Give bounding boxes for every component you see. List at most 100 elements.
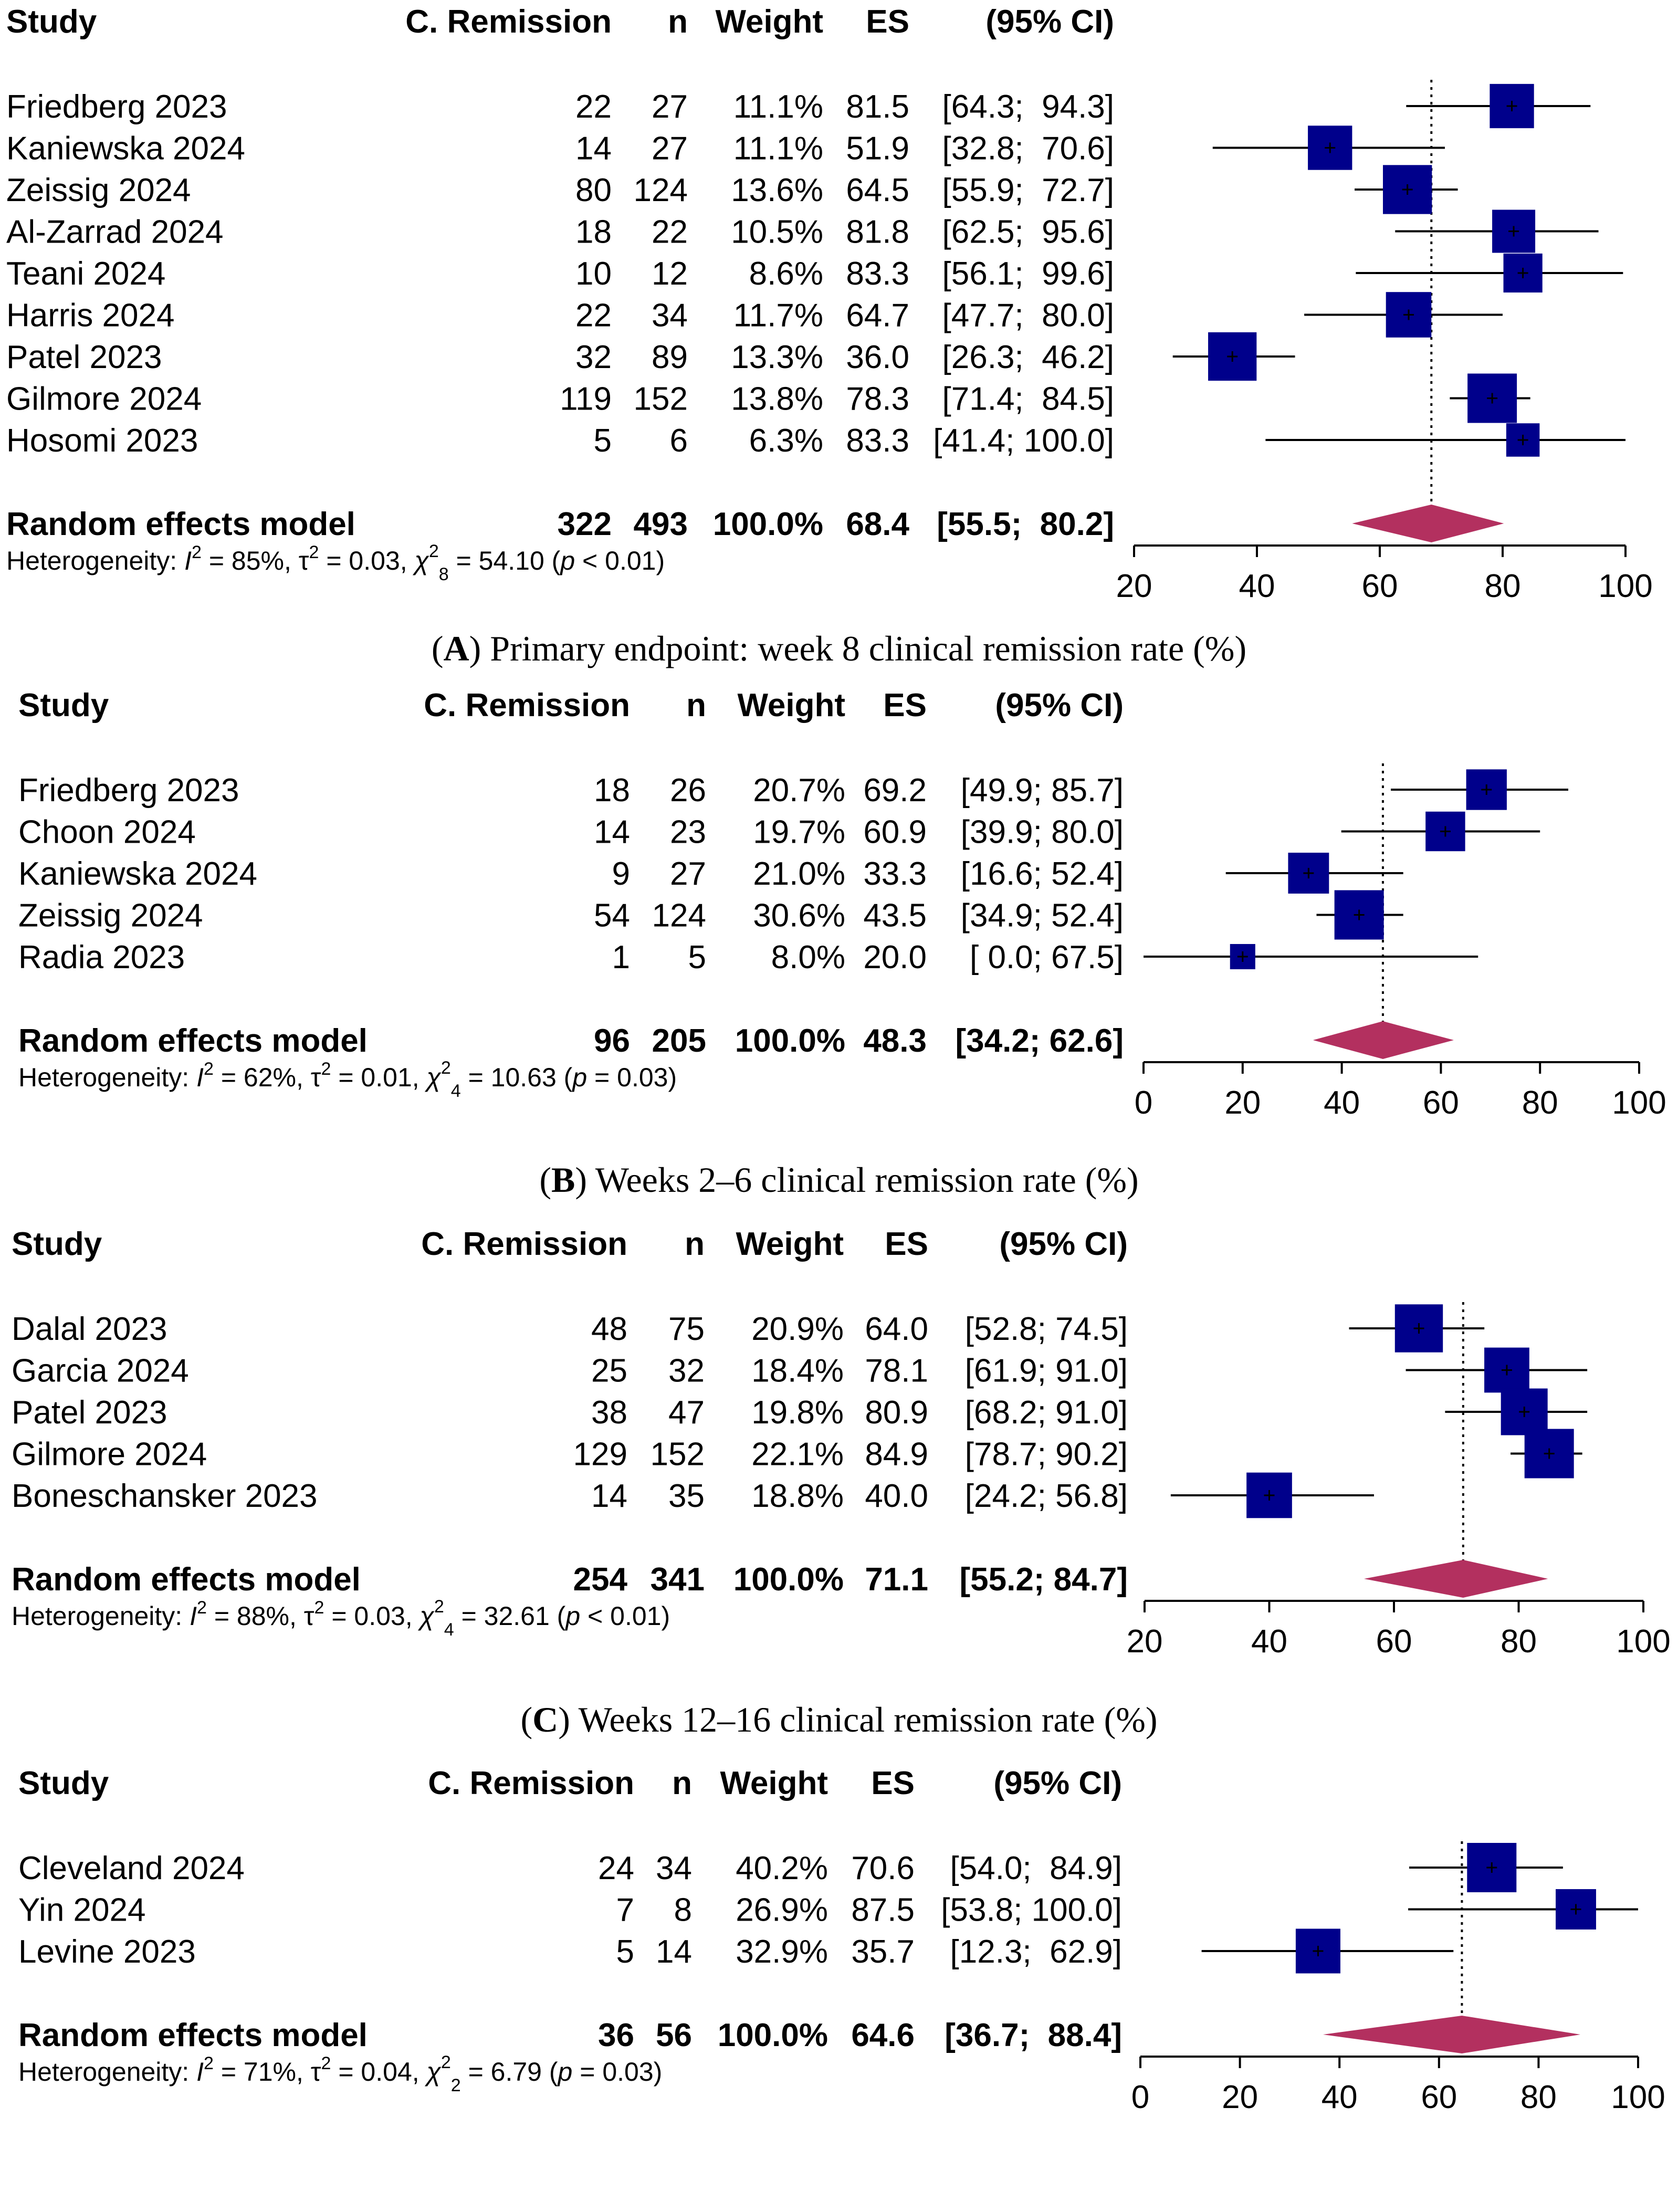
ci-value: [47.7; 80.0]: [942, 298, 1114, 334]
panel-caption: (B) Weeks 2–6 clinical remission rate (%…: [539, 1160, 1138, 1200]
ci-value: [52.8; 74.5]: [965, 1311, 1128, 1347]
study-name: Kaniewska 2024: [6, 131, 245, 167]
panel-caption: (C) Weeks 12–16 clinical remission rate …: [520, 1700, 1157, 1739]
ci-value: [71.4; 84.5]: [942, 381, 1114, 417]
events-value: 48: [591, 1311, 627, 1347]
weight-value: 13.8%: [731, 381, 823, 417]
study-name: Cleveland 2024: [18, 1850, 245, 1886]
ci-value: [56.1; 99.6]: [942, 256, 1114, 292]
n-value: 35: [668, 1478, 705, 1514]
header-n: n: [685, 1226, 705, 1262]
weight-value: 18.8%: [751, 1478, 844, 1514]
ci-value: [34.9; 52.4]: [961, 898, 1124, 934]
x-tick-label: 100: [1598, 568, 1652, 604]
weight-value: 10.5%: [731, 214, 823, 250]
heterogeneity-text: Heterogeneity: I2 = 62%, τ2 = 0.01, χ24 …: [18, 1058, 677, 1101]
header-study: Study: [18, 687, 109, 724]
n-value: 22: [652, 214, 688, 250]
es-value: 43.5: [863, 898, 927, 934]
forest-panel-a: Study C. Remission n Weight ES (95% CI) Friedb…: [6, 4, 1653, 668]
header-es: ES: [866, 4, 909, 40]
pooled-diamond: [1323, 2016, 1581, 2053]
x-tick-label: 20: [1222, 2079, 1258, 2115]
header-weight: Weight: [716, 4, 824, 40]
weight-value: 20.9%: [751, 1311, 844, 1347]
pooled-n: 56: [656, 2017, 692, 2053]
n-value: 23: [670, 814, 706, 851]
x-tick-label: 0: [1131, 2079, 1149, 2115]
events-value: 54: [594, 898, 630, 934]
es-value: 40.0: [865, 1478, 928, 1514]
weight-value: 30.6%: [753, 898, 845, 934]
study-name: Dalal 2023: [12, 1311, 167, 1347]
study-name: Patel 2023: [6, 339, 162, 375]
x-tick-label: 0: [1135, 1085, 1152, 1121]
es-value: 35.7: [851, 1934, 915, 1970]
pooled-events: 322: [558, 506, 612, 542]
pooled-name: Random effects model: [6, 506, 355, 542]
weight-value: 11.7%: [733, 298, 823, 334]
header-ci: (95% CI): [993, 1765, 1122, 1801]
es-value: 83.3: [846, 256, 909, 292]
study-name: Gilmore 2024: [6, 381, 202, 417]
x-tick-label: 20: [1127, 1623, 1163, 1660]
header-es: ES: [885, 1226, 928, 1262]
events-value: 1: [612, 939, 630, 976]
x-tick-label: 80: [1485, 568, 1521, 604]
weight-value: 6.3%: [749, 423, 823, 459]
study-name: Gilmore 2024: [12, 1437, 207, 1473]
pooled-ci: [34.2; 62.6]: [955, 1023, 1124, 1059]
weight-value: 13.3%: [731, 339, 823, 375]
study-name: Zeissig 2024: [6, 172, 191, 208]
ci-value: [53.8; 100.0]: [941, 1892, 1122, 1928]
forest-panel-b: Study C. Remission n Weight ES (95% CI) Friedb…: [18, 687, 1666, 1200]
es-value: 78.3: [846, 381, 909, 417]
ci-value: [64.3; 94.3]: [942, 89, 1114, 125]
weight-value: 32.9%: [736, 1934, 828, 1970]
events-value: 14: [594, 814, 630, 851]
study-name: Levine 2023: [18, 1934, 196, 1970]
header-events: C. Remission: [405, 4, 612, 40]
x-tick-label: 100: [1612, 1085, 1666, 1121]
pooled-diamond: [1313, 1021, 1454, 1059]
study-name: Friedberg 2023: [18, 772, 239, 809]
es-value: 51.9: [846, 131, 909, 167]
study-name: Zeissig 2024: [18, 898, 203, 934]
events-value: 80: [575, 172, 612, 208]
events-value: 38: [591, 1395, 627, 1431]
events-value: 14: [575, 131, 612, 167]
ci-value: [32.8; 70.6]: [942, 131, 1114, 167]
n-value: 34: [652, 298, 688, 334]
weight-value: 20.7%: [753, 772, 845, 809]
es-value: 80.9: [865, 1395, 928, 1431]
x-tick-label: 60: [1421, 2079, 1457, 2115]
pooled-ci: [55.2; 84.7]: [959, 1561, 1128, 1598]
ci-value: [39.9; 80.0]: [961, 814, 1124, 851]
events-value: 10: [575, 256, 612, 292]
pooled-n: 341: [651, 1561, 705, 1598]
es-value: 33.3: [863, 856, 927, 892]
es-value: 69.2: [863, 772, 927, 809]
header-es: ES: [883, 687, 927, 724]
weight-value: 13.6%: [731, 172, 823, 208]
x-tick-label: 80: [1520, 2079, 1557, 2115]
n-value: 12: [652, 256, 688, 292]
study-name: Yin 2024: [18, 1892, 145, 1928]
n-value: 152: [651, 1437, 705, 1473]
pooled-events: 36: [598, 2017, 634, 2053]
n-value: 8: [674, 1892, 692, 1928]
study-name: Boneschansker 2023: [12, 1478, 318, 1514]
es-value: 60.9: [863, 814, 927, 851]
n-value: 75: [668, 1311, 705, 1347]
ci-value: [41.4; 100.0]: [933, 423, 1114, 459]
x-tick-label: 40: [1322, 2079, 1358, 2115]
x-tick-label: 60: [1376, 1623, 1412, 1660]
events-value: 25: [591, 1353, 627, 1389]
weight-value: 21.0%: [753, 856, 845, 892]
weight-value: 19.7%: [753, 814, 845, 851]
study-name: Al-Zarrad 2024: [6, 214, 224, 250]
es-value: 78.1: [865, 1353, 928, 1389]
panel-caption: (A) Primary endpoint: week 8 clinical re…: [432, 628, 1246, 668]
